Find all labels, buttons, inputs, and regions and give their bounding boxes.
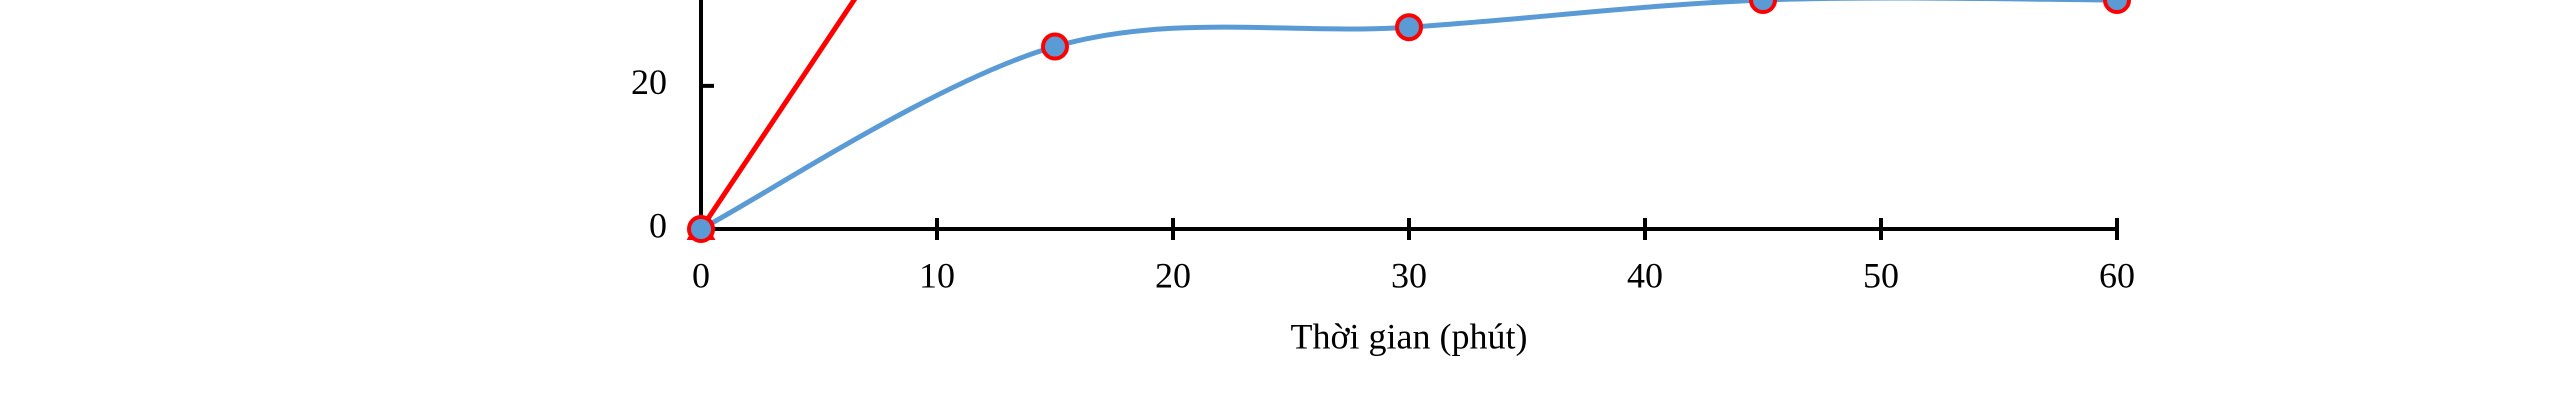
y-tick-label: 0 [649,205,667,245]
y-tick-label: 20 [631,62,667,102]
marker [687,215,715,243]
x-tick-label: 50 [1863,255,1899,295]
x-tick-label: 40 [1627,255,1663,295]
x-tick-label: 30 [1391,255,1427,295]
marker [2103,0,2131,14]
marker [1041,32,1069,61]
marker [1395,13,1423,42]
series-line [698,0,858,231]
x-tick-label: 60 [2099,255,2135,295]
x-tick-label: 20 [1155,255,1191,295]
x-tick-label: 10 [919,255,955,295]
marker [1749,0,1777,14]
x-tick-label: 0 [692,255,710,295]
x-axis-label: Thời gian (phút) [1291,316,1528,356]
